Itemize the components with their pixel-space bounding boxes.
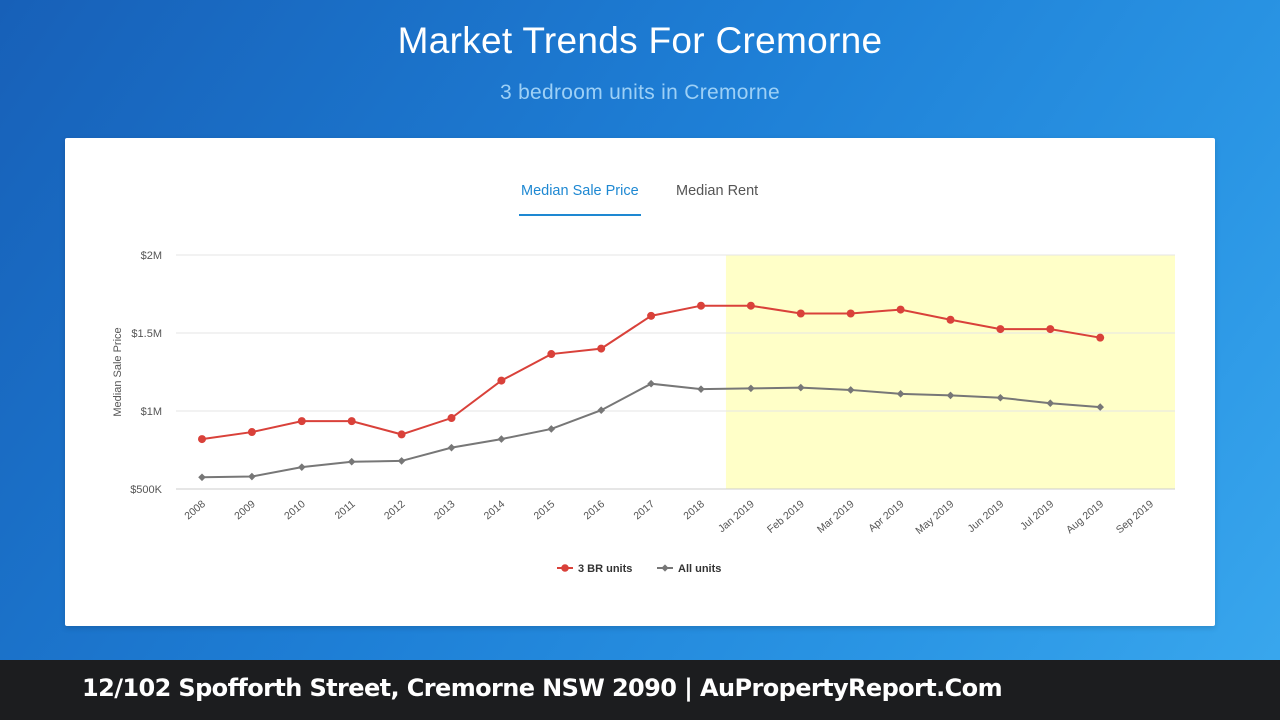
y-axis-label: Median Sale Price [112,327,124,416]
data-point [697,385,705,393]
x-tick-label: 2011 [333,498,358,522]
footer-address: 12/102 Spofforth Street, Cremorne NSW 20… [82,674,1003,702]
x-tick-label: 2018 [681,498,707,522]
data-point [248,472,256,481]
chart-card: Median Sale Price Median Rent $500K $1M $1… [65,138,1215,626]
data-point [796,309,805,318]
data-point [198,473,206,482]
data-point [747,384,755,393]
data-point [297,417,306,426]
y-tick-label: $1.5M [131,328,162,340]
footer-bar: 12/102 Spofforth Street, Cremorne NSW 20… [0,660,1280,720]
x-tick-label: Aug 2019 [1064,498,1106,536]
x-tick-label: Jul 2019 [1018,498,1056,533]
data-point [1046,325,1055,334]
data-point [597,406,605,415]
y-tick-label: $500K [130,484,162,496]
x-tick-label: Jun 2019 [966,498,1007,535]
data-point [347,417,356,426]
x-tick-label: Mar 2019 [815,498,857,536]
data-point [447,443,456,452]
x-tick-label: 2012 [382,498,408,522]
x-tick-label: 2010 [282,498,308,522]
data-point [996,393,1005,402]
data-point [647,311,656,320]
legend-label: 3 BR units [578,563,632,575]
legend-marker [661,564,669,572]
data-point [846,309,855,318]
data-point [896,390,905,398]
highlight-band [725,255,1175,489]
data-point [797,383,805,392]
data-point [1096,333,1105,342]
data-point [946,391,955,400]
x-tick-label: Apr 2019 [866,498,906,535]
tab-median-rent[interactable]: Median Rent [676,183,759,199]
data-point [597,344,606,353]
x-tick-label: May 2019 [913,498,956,537]
data-point [746,301,755,310]
tab-median-sale-price[interactable]: Median Sale Price [521,183,639,199]
x-tick-label: Sep 2019 [1114,498,1156,536]
data-point [397,457,406,465]
data-point [896,305,905,314]
data-point [298,463,306,471]
x-tick-label: 2008 [182,498,208,522]
data-point [497,376,506,385]
x-tick-label: 2009 [232,498,258,522]
page-title: Market Trends For Cremorne [397,20,883,61]
y-tick-label: $2M [141,250,162,262]
data-point [647,379,655,388]
data-point [1046,399,1055,407]
data-point [547,425,556,433]
y-tick-label: $1M [141,406,162,418]
x-tick-label: 2016 [582,498,608,522]
legend-label: All units [678,563,721,575]
active-tab-indicator [519,214,641,216]
data-point [497,435,506,443]
data-point [447,414,456,423]
data-point [547,350,556,359]
data-point [347,457,356,466]
x-tick-label: 2013 [432,498,458,522]
x-tick-label: 2014 [482,498,508,522]
x-tick-label: 2017 [631,498,657,522]
data-point [946,315,955,324]
data-point [846,386,855,394]
x-tick-label: Jan 2019 [716,498,757,535]
legend-marker [561,564,569,572]
data-point [247,428,256,437]
data-point [996,325,1005,334]
x-tick-label: Feb 2019 [765,498,807,536]
data-point [697,301,705,310]
page-subtitle: 3 bedroom units in Cremorne [499,81,781,104]
data-point [397,430,406,439]
data-point [198,435,206,444]
data-point [1096,403,1104,411]
line-chart: $500K $1M $1.5M $2M Median Sale Price 2008 200… [112,250,1175,575]
x-tick-label: 2015 [532,498,558,522]
